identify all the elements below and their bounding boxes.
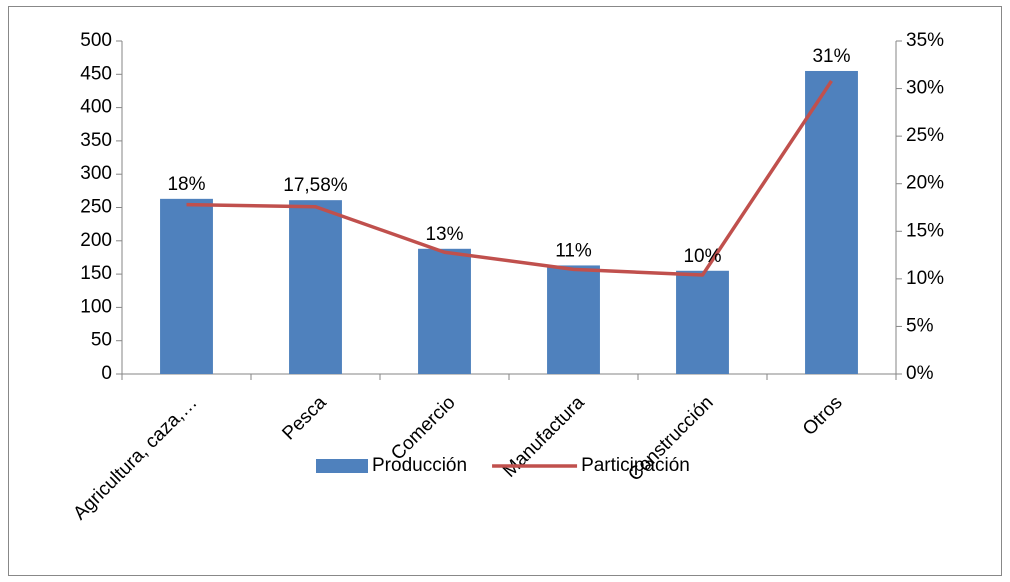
y2-tick-label: 0% <box>906 363 934 384</box>
y-tick-label: 400 <box>80 97 112 118</box>
y2-tick-label: 30% <box>906 78 944 99</box>
y-tick-label: 300 <box>80 163 112 184</box>
y-tick-label: 100 <box>80 296 112 317</box>
data-label: 31% <box>812 46 850 67</box>
bar <box>547 265 600 374</box>
y2-tick-label: 20% <box>906 173 944 194</box>
y2-tick-label: 15% <box>906 220 944 241</box>
y2-tick-label: 25% <box>906 125 944 146</box>
y2-tick-label: 35% <box>906 30 944 51</box>
y2-tick-label: 10% <box>906 268 944 289</box>
bar <box>289 200 342 374</box>
data-label: 11% <box>555 240 592 261</box>
y-tick-label: 350 <box>80 130 112 151</box>
y-tick-label: 200 <box>80 230 112 251</box>
y-tick-label: 250 <box>80 197 112 218</box>
data-label: 13% <box>425 224 463 245</box>
data-label: 10% <box>683 246 721 267</box>
bar <box>676 270 729 374</box>
legend-label: Producción <box>372 455 467 476</box>
bar <box>160 198 213 374</box>
y-tick-label: 150 <box>80 263 112 284</box>
y-tick-label: 50 <box>91 330 112 351</box>
bar <box>418 248 471 374</box>
y2-tick-label: 5% <box>906 315 934 336</box>
legend-swatch <box>316 459 368 473</box>
y-tick-label: 0 <box>101 363 112 384</box>
legend-label: Participación <box>581 455 690 476</box>
y-tick-label: 500 <box>80 30 112 51</box>
data-label: 18% <box>167 174 205 195</box>
data-label: 17,58% <box>283 175 348 196</box>
bar <box>805 70 858 374</box>
line <box>186 79 833 277</box>
y-tick-label: 450 <box>80 63 112 84</box>
